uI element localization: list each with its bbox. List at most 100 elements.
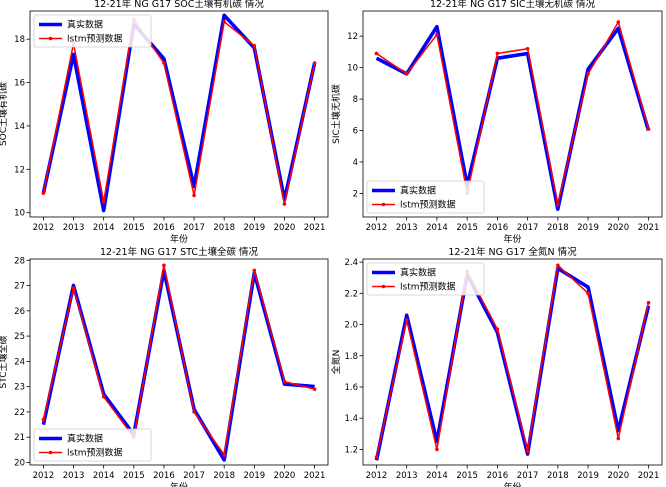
x-tick-label: 2015 xyxy=(123,471,145,481)
predicted-point xyxy=(282,379,287,384)
x-tick-label: 2014 xyxy=(426,223,448,233)
chart-panel-3: 12-21年 NG G17 STC土壤全碳 情况 2012 2013 2014 2015… xyxy=(0,246,329,487)
x-tick-label: 2017 xyxy=(517,471,539,481)
y-axis-label: STC土壤全碳 xyxy=(0,336,9,389)
x-tick-label: 2014 xyxy=(426,471,448,481)
predicted-point xyxy=(586,72,590,76)
predicted-point xyxy=(435,447,439,452)
legend-marker xyxy=(381,284,386,289)
legend: 真实数据 lstm预测数据 xyxy=(366,262,485,296)
x-tick-label: 2019 xyxy=(244,223,266,233)
predicted-point xyxy=(282,202,287,206)
legend-box xyxy=(366,262,485,296)
x-tick-label: 2017 xyxy=(183,471,205,481)
y-tick-label: 1.6 xyxy=(344,383,358,393)
x-tick-label: 2012 xyxy=(33,471,55,481)
x-tick-label: 2021 xyxy=(304,471,326,481)
legend-marker xyxy=(48,450,53,455)
x-tick-label: 2015 xyxy=(123,223,145,233)
predicted-point xyxy=(162,61,166,65)
predicted-point xyxy=(404,318,409,322)
plot-frame xyxy=(362,10,663,218)
y-tick-label: 18 xyxy=(14,35,25,45)
y-tick-label: 8 xyxy=(353,95,358,105)
legend-label: lstm预测数据 xyxy=(67,33,123,45)
y-tick-label: 25 xyxy=(14,332,25,342)
x-tick-label: 2013 xyxy=(63,223,85,233)
x-axis-label: 年份 xyxy=(503,481,521,487)
chart-title: 12-21年 NG G17 STC土壤全碳 情况 xyxy=(100,246,259,258)
chart-title: 12-21年 NG G17 SOC土壤有机碳 情况 xyxy=(94,0,264,10)
legend-label: lstm预测数据 xyxy=(400,281,456,293)
y-tick-label: 23 xyxy=(14,383,25,393)
legend: 真实数据 lstm预测数据 xyxy=(366,180,485,214)
y-tick-label: 27 xyxy=(14,282,25,292)
series-line-predicted xyxy=(42,18,316,205)
predicted-point xyxy=(252,268,257,273)
predicted-point xyxy=(222,20,226,24)
x-tick-label: 2020 xyxy=(274,223,296,233)
predicted-point xyxy=(101,200,106,204)
plot-frame xyxy=(362,258,663,466)
predicted-point xyxy=(374,51,379,56)
chart-title: 12-21年 NG G17 SIC土壤无机碳 情况 xyxy=(430,0,596,10)
x-tick-label: 2018 xyxy=(213,223,235,233)
legend-label: lstm预测数据 xyxy=(400,199,456,211)
x-tick-label: 2021 xyxy=(304,223,326,233)
predicted-point xyxy=(646,300,651,305)
x-tick-label: 2017 xyxy=(517,223,539,233)
predicted-point xyxy=(525,449,530,453)
x-tick-label: 2012 xyxy=(366,471,388,481)
predicted-point xyxy=(41,191,46,195)
y-tick-label: 1.2 xyxy=(344,445,358,455)
x-tick-label: 2020 xyxy=(607,471,629,481)
x-tick-label: 2019 xyxy=(577,223,599,233)
x-axis-label: 年份 xyxy=(503,233,521,245)
predicted-point xyxy=(646,127,651,131)
predicted-point xyxy=(192,193,196,198)
predicted-point xyxy=(435,32,439,37)
y-axis-label: SIC土壤无机碳 xyxy=(330,84,342,144)
x-tick-label: 2020 xyxy=(607,223,629,233)
y-tick-label: 1.8 xyxy=(344,352,358,362)
y-tick-label: 2.4 xyxy=(344,258,358,268)
y-tick-label: 2.0 xyxy=(344,321,358,331)
y-tick-label: 26 xyxy=(14,307,25,317)
y-tick-label: 20 xyxy=(14,458,25,468)
predicted-point xyxy=(616,20,621,24)
predicted-point xyxy=(586,291,590,296)
y-tick-label: 12 xyxy=(14,165,25,175)
x-tick-label: 2018 xyxy=(547,223,569,233)
x-tick-label: 2016 xyxy=(487,471,509,481)
legend-label: lstm预测数据 xyxy=(67,447,123,459)
x-tick-label: 2021 xyxy=(638,223,660,233)
y-tick-label: 10 xyxy=(347,64,358,74)
x-tick-label: 2014 xyxy=(93,223,115,233)
predicted-point xyxy=(252,43,257,48)
y-tick-label: 2.2 xyxy=(344,289,358,299)
legend-label: 真实数据 xyxy=(400,267,436,279)
x-tick-label: 2013 xyxy=(63,471,85,481)
y-tick-label: 14 xyxy=(14,122,25,132)
y-axis-label: SOC土壤有机碳 xyxy=(0,82,9,146)
chart-panel-2: 12-21年 NG G17 SIC土壤无机碳 情况 2012 2013 2014 201… xyxy=(330,0,663,245)
series-line-predicted xyxy=(375,264,650,458)
predicted-point xyxy=(222,453,226,457)
x-tick-label: 2018 xyxy=(213,471,235,481)
x-tick-label: 2012 xyxy=(366,223,388,233)
predicted-point xyxy=(41,417,46,422)
x-tick-label: 2014 xyxy=(93,471,115,481)
y-tick-label: 10 xyxy=(14,209,25,219)
x-tick-label: 2021 xyxy=(638,471,660,481)
y-tick-label: 6 xyxy=(353,127,358,137)
predicted-point xyxy=(71,286,76,290)
x-tick-label: 2019 xyxy=(244,471,266,481)
y-tick-label: 28 xyxy=(14,256,25,266)
legend-box xyxy=(33,428,152,462)
y-tick-label: 22 xyxy=(14,408,25,418)
x-tick-label: 2016 xyxy=(487,223,509,233)
x-tick-label: 2013 xyxy=(396,471,418,481)
x-tick-label: 2020 xyxy=(274,471,296,481)
x-tick-label: 2016 xyxy=(153,223,175,233)
